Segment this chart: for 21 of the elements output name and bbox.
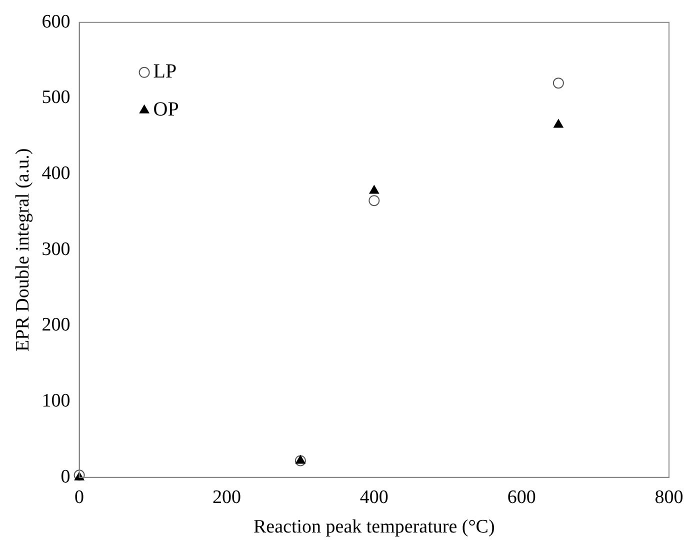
y-tick-label: 400 — [42, 163, 70, 184]
point — [552, 78, 564, 89]
x-tick-label: 400 — [360, 486, 388, 508]
legend-label: LP — [153, 60, 177, 83]
y-tick-label: 500 — [42, 87, 70, 108]
x-tick-label: 800 — [654, 486, 684, 508]
point — [554, 119, 564, 128]
point — [369, 185, 379, 194]
y-tick-label: 200 — [42, 314, 70, 336]
y-tick-label: 300 — [42, 238, 70, 260]
point — [368, 195, 380, 206]
legend-label: OP — [153, 98, 179, 121]
y-tick-label: 0 — [60, 466, 70, 488]
y-axis-title: EPR Double integral (a.u.) — [12, 148, 34, 352]
y-tick-label: 100 — [42, 390, 70, 412]
x-tick-label: 600 — [507, 486, 536, 508]
x-tick-label: 0 — [74, 486, 84, 508]
x-axis-title: Reaction peak temperature (°C) — [254, 516, 495, 538]
x-tick-label: 200 — [212, 486, 241, 508]
point — [296, 455, 306, 464]
y-tick-label: 600 — [42, 11, 70, 32]
